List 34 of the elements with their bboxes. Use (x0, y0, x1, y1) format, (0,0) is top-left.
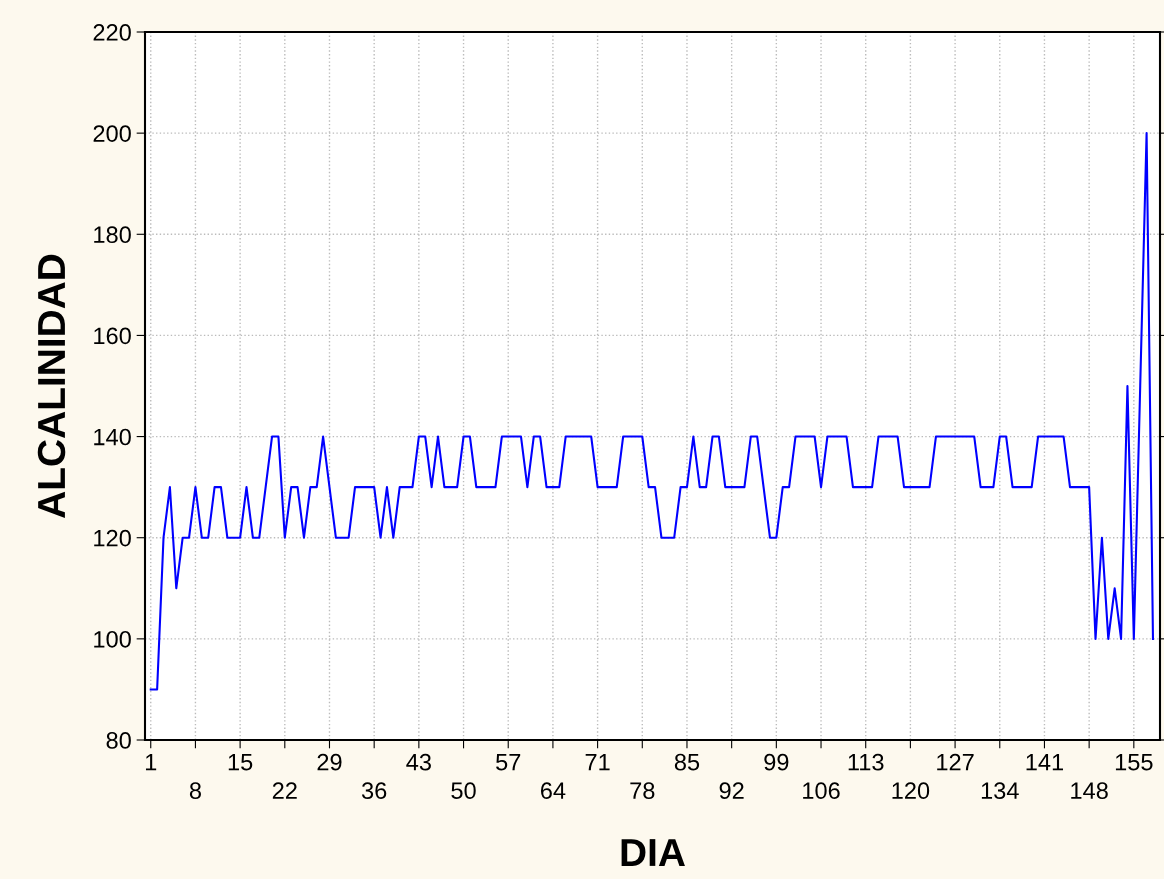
x2-tick-label: 106 (803, 782, 840, 800)
y-tick-label: 80 (106, 732, 131, 749)
x-tick-label: 113 (848, 753, 884, 771)
y-tick-label: 140 (94, 428, 131, 446)
x2-tick-label: 92 (719, 782, 744, 800)
x-tick-label: 127 (937, 753, 974, 771)
y-tick-label: 160 (94, 327, 131, 345)
y-tick-label: 220 (93, 24, 131, 41)
y-tick-label: 180 (94, 226, 131, 244)
x-tick-label: 99 (764, 753, 789, 771)
x-tick-label: 15 (228, 754, 253, 771)
x2-tick-label: 134 (981, 782, 1019, 800)
line-series (149, 132, 1155, 691)
y-tick-label: 200 (93, 125, 131, 142)
x-tick-label: 43 (406, 753, 431, 771)
x-tick-label: 29 (317, 753, 342, 771)
x-tick-label: 1 (145, 754, 157, 771)
x2-tick-label: 22 (272, 782, 297, 799)
x-tick-label: 57 (496, 754, 521, 771)
x2-tick-label: 8 (189, 782, 201, 800)
x-tick-label: 85 (674, 753, 700, 771)
x-tick-label: 71 (585, 754, 610, 771)
x2-tick-label: 36 (361, 782, 387, 800)
x-tick-label: 155 (1115, 754, 1153, 771)
x2-tick-label: 148 (1071, 782, 1108, 800)
x2-tick-label: 50 (451, 782, 476, 800)
x-tick-label: 141 (1026, 754, 1063, 771)
x-axis-title: DIA (621, 839, 685, 866)
x2-tick-label: 78 (630, 782, 655, 800)
y-axis-title: ALCALINIDAD (37, 254, 66, 518)
y-tick-label: 120 (94, 529, 131, 547)
x2-tick-label: 120 (892, 782, 930, 800)
x2-tick-label: 64 (540, 782, 566, 800)
y-tick-label: 100 (94, 630, 131, 648)
